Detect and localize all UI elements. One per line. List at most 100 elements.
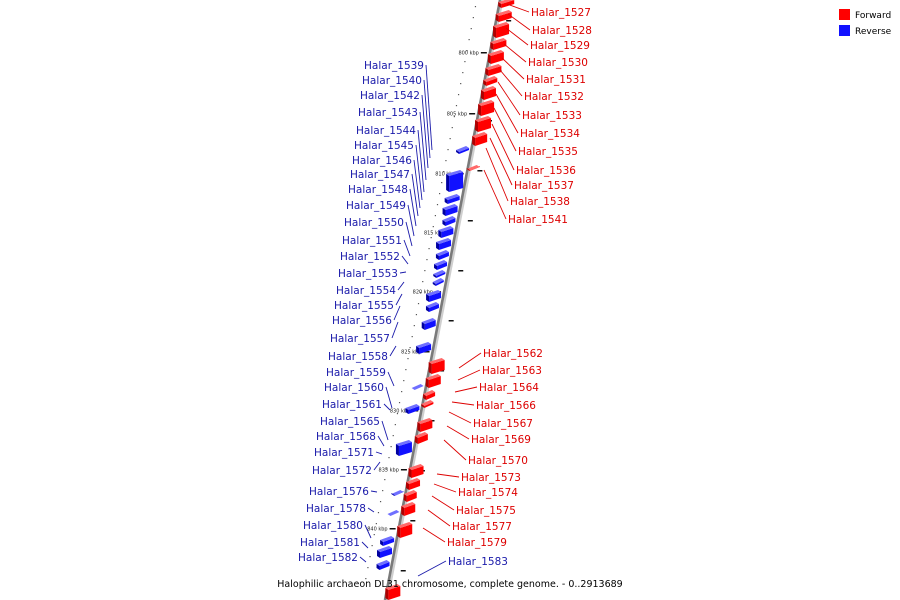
forward-leader-line: [495, 93, 519, 134]
kbp-tick-label: 800 kbp: [458, 51, 478, 57]
reverse-gene-label: Halar_1539: [364, 60, 424, 72]
minor-tick: [436, 204, 439, 206]
gene-face: [438, 252, 449, 260]
minor-tick: [375, 523, 377, 525]
reverse-gene-label: Halar_1557: [330, 333, 390, 345]
minor-tick: [470, 28, 472, 30]
gene-top: [385, 584, 401, 590]
major-tick: [410, 520, 416, 522]
gene-side: [456, 150, 460, 154]
reverse-leader-line: [391, 321, 399, 339]
reverse-gene-label: Halar_1540: [362, 75, 422, 87]
label-leaders: [359, 3, 531, 577]
gene-face: [379, 562, 390, 570]
gene-top: [456, 146, 470, 152]
forward-leader-line: [448, 411, 472, 424]
gene-top: [432, 278, 444, 284]
gene-top: [408, 464, 424, 470]
reverse-leader-line: [359, 556, 367, 563]
gene-side: [433, 274, 437, 278]
forward-gene-feature: [483, 76, 498, 86]
gene-face: [400, 524, 413, 538]
forward-gene-label: Halar_1562: [483, 348, 543, 360]
forward-gene-feature: [417, 418, 433, 432]
gene-side: [478, 104, 482, 116]
kbp-tick-label: 815 kbp: [424, 231, 444, 237]
gene-features: [376, 0, 515, 600]
reverse-gene-label: Halar_1552: [340, 251, 400, 263]
forward-leader-line: [458, 352, 482, 369]
minor-tick: [455, 105, 458, 107]
reverse-gene-label: Halar_1545: [354, 140, 414, 152]
minor-tick: [428, 248, 430, 250]
reverse-gene-label: Halar_1554: [336, 285, 396, 297]
reverse-gene-feature: [411, 384, 424, 390]
gene-face: [435, 280, 444, 286]
kbp-tick-label: 810 kbp: [435, 172, 455, 178]
gene-top: [403, 490, 417, 496]
gene-top: [387, 510, 400, 516]
minor-tick: [398, 402, 401, 404]
forward-gene-label: Halar_1541: [508, 214, 568, 226]
reverse-gene-feature: [377, 546, 393, 558]
major-tick: [467, 220, 473, 222]
minor-tick: [422, 281, 424, 283]
reverse-gene-feature: [435, 250, 449, 260]
reverse-gene-label: Halar_1583: [448, 556, 508, 568]
reverse-leader-line: [415, 144, 423, 201]
gene-side: [377, 550, 381, 558]
forward-gene-feature: [487, 50, 504, 64]
minor-tick: [451, 127, 453, 129]
minor-tick: [417, 303, 420, 305]
gene-top: [487, 50, 504, 56]
major-tick: [448, 320, 454, 322]
reverse-gene-feature: [444, 194, 460, 204]
minor-tick: [365, 578, 367, 580]
gene-side: [385, 588, 389, 600]
gene-top: [406, 478, 421, 484]
gene-side: [436, 242, 440, 250]
forward-leader-line: [491, 123, 515, 171]
forward-gene-label: Halar_1530: [528, 57, 588, 69]
reverse-gene-label: Halar_1582: [298, 552, 358, 564]
reverse-leader-line: [417, 129, 425, 193]
reverse-leader-line: [413, 159, 421, 209]
gene-side: [480, 90, 484, 100]
gene-face: [493, 40, 507, 50]
minor-tick: [377, 512, 380, 514]
reverse-gene-feature: [426, 290, 442, 302]
forward-leader-line: [493, 107, 517, 152]
forward-leader-line: [433, 483, 457, 493]
reverse-leader-line: [403, 239, 411, 257]
gene-top: [397, 522, 413, 528]
forward-gene-label: Halar_1534: [520, 128, 580, 140]
reverse-gene-label: Halar_1550: [344, 217, 404, 229]
forward-gene-label: Halar_1535: [518, 146, 578, 158]
reverse-leader-line: [399, 271, 407, 274]
gene-top: [421, 318, 436, 324]
forward-gene-feature: [406, 478, 421, 490]
minor-tick: [426, 259, 428, 261]
reverse-gene-feature: [442, 204, 458, 216]
gene-top: [414, 432, 428, 438]
gene-top: [411, 384, 424, 390]
kbp-tick-label: 835 kbp: [379, 468, 399, 474]
gene-side: [423, 394, 427, 400]
minor-tick: [432, 226, 434, 228]
reverse-gene-label: Halar_1572: [312, 465, 372, 477]
minor-tick: [367, 567, 369, 569]
minor-tick: [441, 182, 443, 184]
gene-side: [406, 482, 410, 490]
forward-leader-line: [489, 137, 513, 186]
minor-tick: [472, 17, 474, 19]
reverse-gene-feature: [442, 216, 456, 226]
forward-leader-line: [501, 57, 525, 80]
forward-leader-line: [485, 147, 509, 202]
reverse-gene-label: Halar_1559: [326, 367, 386, 379]
minor-tick: [445, 160, 447, 162]
reverse-gene-feature: [436, 238, 452, 250]
reverse-gene-feature: [395, 440, 412, 456]
reverse-gene-feature: [387, 510, 400, 516]
forward-gene-label: Halar_1570: [468, 455, 528, 467]
gene-top: [475, 116, 492, 122]
